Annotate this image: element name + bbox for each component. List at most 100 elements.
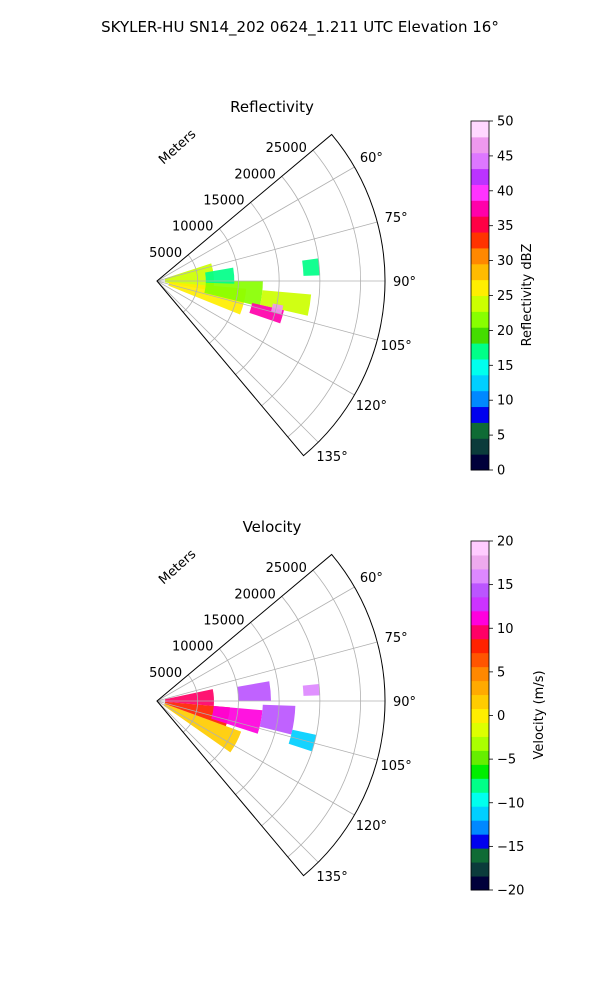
colorbar-segment — [471, 454, 489, 471]
echo-patch — [164, 689, 214, 706]
colorbar-tick-label: 30 — [497, 254, 514, 269]
colorbar-segment — [471, 792, 489, 807]
echo-patch — [260, 290, 312, 316]
colorbar-segment — [471, 279, 489, 296]
azimuth-tick-label: 60° — [360, 571, 383, 586]
colorbar-segment — [471, 610, 489, 626]
colorbar-segment — [471, 834, 489, 849]
reflectivity-colorbar-label: Reflectivity dBZ — [520, 244, 535, 347]
velocity-colorbar-label: Velocity (m/s) — [532, 670, 547, 759]
range-ring — [261, 596, 321, 827]
colorbar-segment — [471, 374, 489, 392]
colorbar-segment — [471, 778, 489, 793]
colorbar-segment — [471, 152, 489, 170]
azimuth-tick-label: 105° — [380, 339, 411, 354]
range-ring — [209, 228, 239, 344]
range-tick-label: 5000 — [149, 666, 182, 681]
colorbar-segment — [471, 184, 489, 201]
colorbar-tick-label: 20 — [497, 324, 514, 339]
colorbar-segment — [471, 247, 489, 265]
colorbar-tick-label: 5 — [497, 665, 505, 680]
colorbar-tick-label: 50 — [497, 115, 514, 130]
echo-patch — [211, 705, 263, 734]
velocity-title: Velocity — [243, 518, 302, 536]
reflectivity-title: Reflectivity — [230, 98, 314, 116]
azimuth-spoke — [156, 280, 355, 396]
reflectivity-grid — [156, 133, 386, 457]
azimuth-spoke — [156, 700, 355, 816]
azimuth-spoke — [156, 586, 355, 702]
range-tick-label: 15000 — [203, 613, 244, 628]
echo-patch — [204, 281, 263, 307]
range-ring — [209, 648, 239, 764]
range-ring — [235, 202, 280, 375]
colorbar-segment — [471, 876, 489, 891]
colorbar-segment — [471, 263, 489, 281]
colorbar-tick-label: 15 — [497, 359, 514, 374]
colorbar-segment — [471, 652, 489, 668]
sector-outline — [156, 133, 386, 457]
range-tick-label: 20000 — [234, 587, 275, 602]
azimuth-spoke — [156, 280, 378, 341]
colorbar-segment — [471, 358, 489, 376]
colorbar-segment — [471, 736, 489, 751]
colorbar-segment — [471, 820, 489, 835]
azimuth-tick-label: 105° — [380, 759, 411, 774]
colorbar-segment — [471, 848, 489, 863]
azimuth-spoke — [156, 700, 378, 761]
range-tick-label: 10000 — [172, 640, 213, 655]
sector-outline — [156, 553, 386, 877]
colorbar-segment — [471, 638, 489, 654]
range-tick-label: 25000 — [266, 561, 307, 576]
azimuth-tick-label: 90° — [393, 275, 416, 290]
echo-patch — [271, 303, 284, 315]
velocity-radial-axis-label: Meters — [156, 547, 199, 588]
colorbar-segment — [471, 694, 489, 710]
colorbar-segment — [471, 216, 489, 233]
range-ring — [287, 149, 361, 438]
azimuth-spoke — [156, 641, 378, 702]
range-tick-label: 15000 — [203, 193, 244, 208]
velocity-panel: Velocity 60° 75° 90° 105° 120° 135° 5000 10000 1… — [149, 518, 547, 899]
reflectivity-radial-axis-label: Meters — [156, 127, 199, 168]
azimuth-tick-label: 120° — [356, 819, 387, 834]
colorbar-tick-label: 45 — [497, 149, 514, 164]
azimuth-spoke — [156, 221, 378, 282]
azimuth-tick-label: 75° — [385, 211, 408, 226]
colorbar-segment — [471, 568, 489, 584]
colorbar-segment — [471, 666, 489, 682]
colorbar-tick-label: 25 — [497, 289, 514, 304]
colorbar-segment — [471, 750, 489, 765]
range-ring — [287, 569, 361, 858]
range-tick-label: 5000 — [149, 246, 182, 261]
range-ring — [261, 176, 321, 407]
reflectivity-panel: Reflectivity 60° 75° 90° 105° 120° 135° 5000 10… — [149, 98, 535, 479]
colorbar-segment — [471, 596, 489, 612]
colorbar-tick-label: −20 — [497, 884, 524, 899]
echo-patch — [237, 681, 271, 701]
colorbar-segment — [471, 680, 489, 696]
range-tick-label: 25000 — [266, 141, 307, 156]
figure-title: SKYLER-HU SN14_202 0624_1.211 UTC Elevat… — [101, 18, 499, 37]
colorbar-tick-label: 10 — [497, 394, 514, 409]
colorbar-segment — [471, 764, 489, 779]
colorbar-segment — [471, 422, 489, 439]
range-tick-label: 10000 — [172, 220, 213, 235]
colorbar-segment — [471, 582, 489, 598]
azimuth-tick-label: 60° — [360, 151, 383, 166]
colorbar-segment — [471, 862, 489, 877]
colorbar-segment — [471, 295, 489, 312]
echo-patch — [302, 683, 320, 696]
colorbar-segment — [471, 806, 489, 821]
range-ring — [235, 622, 280, 795]
colorbar-tick-label: −15 — [497, 840, 524, 855]
colorbar-tick-label: 0 — [497, 709, 505, 724]
azimuth-tick-label: 135° — [316, 450, 347, 465]
reflectivity-ticks: 60° 75° 90° 105° 120° 135° 5000 10000 15000 20000… — [149, 141, 416, 465]
reflectivity-colorbar: 0 5 10 15 20 25 30 35 40 45 50 — [470, 115, 514, 479]
colorbar-tick-label: −5 — [497, 753, 516, 768]
colorbar-tick-label: 5 — [497, 429, 505, 444]
colorbar-segment — [471, 438, 489, 455]
colorbar-segment — [471, 136, 489, 154]
